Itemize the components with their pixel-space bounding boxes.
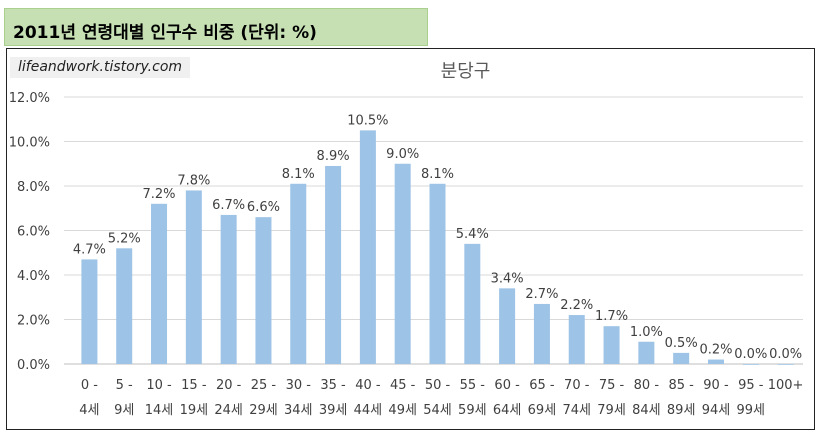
- data-label: 5.2%: [108, 231, 141, 246]
- x-category-label: 94세: [702, 403, 731, 418]
- watermark-label: lifeandwork.tistory.com: [10, 57, 191, 78]
- x-category-label: 0 -: [81, 378, 98, 393]
- data-label: 5.4%: [456, 227, 489, 242]
- x-category-label: 60 -: [494, 378, 520, 393]
- x-category-label: 19세: [180, 403, 209, 418]
- data-label: 8.1%: [282, 167, 315, 182]
- bar: [394, 163, 411, 364]
- data-label: 0.0%: [769, 347, 802, 362]
- x-category-label: 74세: [562, 403, 591, 418]
- x-category-label: 95 -: [738, 378, 764, 393]
- data-label: 3.4%: [491, 271, 524, 286]
- data-label: 4.7%: [73, 242, 106, 257]
- y-tick-label: 6.0%: [17, 225, 50, 240]
- bar: [429, 183, 446, 364]
- x-category-label: 99세: [737, 403, 766, 418]
- page-title: 2011년 연령대별 인구수 비중 (단위: %): [13, 23, 317, 43]
- x-category-label: 40 -: [355, 378, 381, 393]
- x-category-label: 15 -: [181, 378, 207, 393]
- x-category-label: 10 -: [146, 378, 172, 393]
- data-label: 1.7%: [595, 309, 628, 324]
- data-label: 0.0%: [734, 347, 767, 362]
- y-tick-label: 4.0%: [17, 269, 50, 284]
- x-category-label: 64세: [493, 403, 522, 418]
- data-label: 10.5%: [347, 113, 388, 128]
- x-category-label: 20 -: [216, 378, 242, 393]
- bar: [638, 341, 655, 364]
- x-category-label: 45 -: [390, 378, 416, 393]
- bar: [325, 165, 342, 364]
- x-category-label: 35 -: [320, 378, 346, 393]
- x-category-label: 5 -: [116, 378, 133, 393]
- y-tick-label: 0.0%: [17, 358, 50, 373]
- x-category-label: 50 -: [425, 378, 451, 393]
- x-category-label: 25 -: [251, 378, 277, 393]
- data-label: 9.0%: [386, 147, 419, 162]
- y-tick-label: 10.0%: [9, 136, 50, 151]
- x-category-label: 70 -: [564, 378, 590, 393]
- bar: [499, 288, 516, 364]
- x-category-label: 59세: [458, 403, 487, 418]
- x-category-label: 30 -: [286, 378, 312, 393]
- x-category-label: 100+: [768, 378, 804, 393]
- header-banner: 2011년 연령대별 인구수 비중 (단위: %): [4, 8, 428, 46]
- x-category-label: 90 -: [703, 378, 729, 393]
- x-category-label: 34세: [284, 403, 313, 418]
- x-category-label: 9세: [114, 403, 134, 418]
- data-label: 6.6%: [247, 200, 280, 215]
- x-category-label: 69세: [528, 403, 557, 418]
- x-axis-categories: 0 - 4세 5 - 9세 10 - 14세 15 - 19세 20 - 24세 25 - 29세 30…: [79, 378, 803, 418]
- x-category-label: 24세: [214, 403, 243, 418]
- data-label: 7.2%: [143, 187, 176, 202]
- bar: [673, 352, 690, 364]
- x-category-label: 44세: [354, 403, 383, 418]
- x-category-label: 49세: [388, 403, 417, 418]
- y-tick-label: 8.0%: [17, 180, 50, 195]
- data-label: 8.1%: [421, 167, 454, 182]
- data-label: 2.2%: [560, 298, 593, 313]
- y-axis-ticks: 0.0% 2.0% 4.0% 6.0% 8.0% 10.0% 12.0%: [9, 91, 50, 373]
- data-label: 1.0%: [630, 325, 663, 340]
- bar: [220, 214, 237, 364]
- data-labels: 4.7%5.2%7.2%7.8%6.7% 6.6%8.1%8.9%10.5%9.0…: [73, 113, 802, 362]
- data-label: 7.8%: [177, 173, 210, 188]
- x-category-label: 39세: [319, 403, 348, 418]
- x-category-label: 80 -: [634, 378, 660, 393]
- bar: [777, 364, 794, 365]
- bar: [568, 315, 585, 364]
- x-category-label: 85 -: [668, 378, 694, 393]
- data-label: 8.9%: [317, 149, 350, 164]
- data-label: 0.2%: [699, 343, 732, 358]
- x-category-label: 29세: [249, 403, 278, 418]
- bar: [533, 303, 550, 364]
- x-category-label: 79세: [597, 403, 626, 418]
- bar: [290, 183, 307, 364]
- data-label: 2.7%: [525, 287, 558, 302]
- x-category-label: 54세: [423, 403, 452, 418]
- x-category-label: 84세: [632, 403, 661, 418]
- x-category-label: 89세: [667, 403, 696, 418]
- bar: [464, 243, 481, 364]
- y-tick-label: 12.0%: [9, 91, 50, 106]
- bars: [81, 130, 794, 365]
- bar: [151, 203, 168, 364]
- x-category-label: 14세: [145, 403, 174, 418]
- data-label: 0.5%: [665, 336, 698, 351]
- bar: [359, 130, 376, 364]
- bar: [185, 190, 202, 364]
- bar: [742, 364, 759, 365]
- bar: [603, 326, 620, 364]
- x-category-label: 55 -: [460, 378, 486, 393]
- bar: [707, 359, 724, 364]
- x-category-label: 4세: [79, 403, 99, 418]
- x-category-label: 75 -: [599, 378, 625, 393]
- data-label: 6.7%: [212, 198, 245, 213]
- bar: [81, 259, 98, 364]
- chart-title: 분당구: [441, 61, 491, 82]
- x-category-label: 65 -: [529, 378, 555, 393]
- bar: [116, 248, 133, 364]
- y-tick-label: 2.0%: [17, 314, 50, 329]
- bar: [255, 217, 272, 364]
